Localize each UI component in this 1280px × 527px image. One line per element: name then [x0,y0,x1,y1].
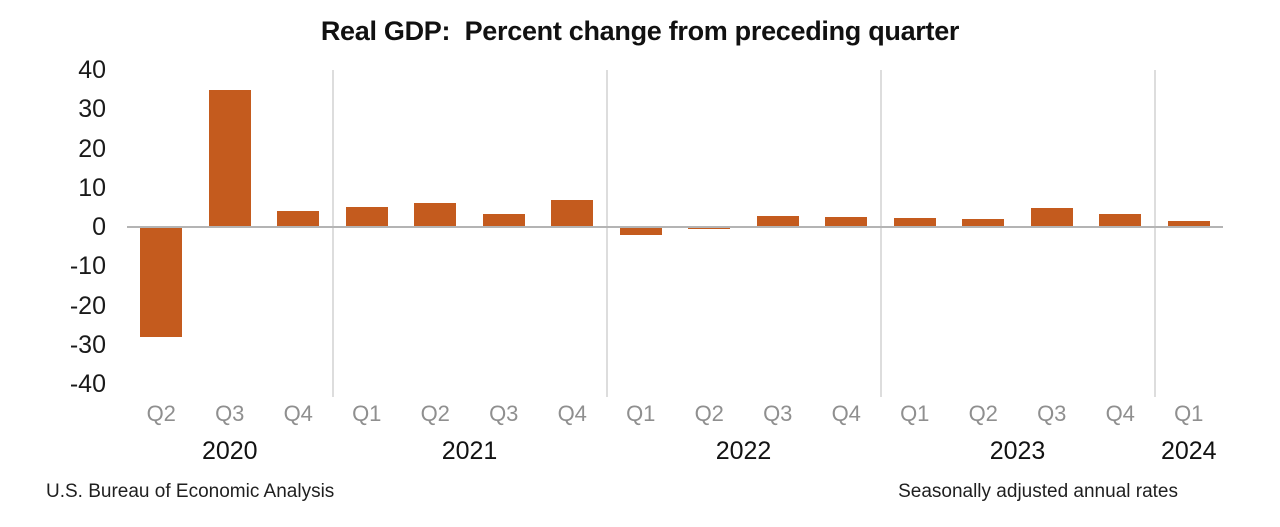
x-axis-year-label: 2020 [201,437,258,465]
bar-2024-Q1 [1167,220,1210,227]
x-axis-quarter-label: Q3 [1037,401,1067,426]
y-axis-tick-label: -40 [69,370,106,398]
chart-title: Real GDP: Percent change from preceding … [320,16,960,46]
y-axis-tick-label: -10 [69,252,106,281]
x-axis-year-label: 2023 [989,437,1046,465]
x-axis-quarter-label: Q1 [352,401,382,426]
x-axis-quarter-label: Q4 [557,401,587,426]
x-axis-quarter-label: Q1 [626,401,656,426]
x-axis-quarter-label: Q3 [763,401,793,426]
y-axis-tick-label: 10 [78,173,106,202]
y-axis-tick-label: 0 [92,213,106,241]
x-axis-quarter-label: Q3 [489,401,519,426]
x-axis-quarter-label: Q1 [900,401,930,426]
y-axis-tick-label: -30 [69,330,106,359]
bar-2023-Q1 [893,218,936,227]
bar-2022-Q1 [619,227,662,235]
year-separator-gridline [1153,70,1156,397]
bar-2021-Q3 [482,214,525,227]
bar-2021-Q1 [345,206,388,227]
year-separator-gridline [879,70,882,397]
x-axis-year-label: 2022 [715,437,772,465]
bar-2020-Q2 [140,227,183,337]
x-axis-year-label: 2021 [441,437,498,465]
bar-2022-Q2 [688,227,731,230]
bar-2023-Q3 [1030,207,1073,227]
y-axis-tick-label: 40 [78,56,106,84]
bar-2021-Q2 [414,202,457,227]
y-axis-tick-label: 30 [78,95,106,124]
x-axis-quarter-label: Q4 [1105,401,1135,426]
x-axis-quarter-label: Q2 [694,401,724,426]
x-axis-quarter-label: Q1 [1174,401,1204,426]
bar-2022-Q4 [825,216,868,227]
x-axis-quarter-label: Q3 [215,401,245,426]
footnote-note: Seasonally adjusted annual rates [898,481,1178,502]
bar-2021-Q4 [551,199,594,227]
x-axis-quarter-label: Q2 [420,401,450,426]
x-axis-quarter-label: Q2 [146,401,176,426]
bar-2023-Q2 [962,218,1005,227]
bar-2020-Q4 [277,210,320,227]
bar-2020-Q3 [208,90,251,227]
x-axis-quarter-label: Q4 [831,401,861,426]
year-separator-gridline [331,70,334,397]
x-axis-quarter-label: Q2 [968,401,998,426]
footnote-source: U.S. Bureau of Economic Analysis [46,481,335,502]
x-axis-year-label: 2024 [1160,437,1217,465]
bar-2023-Q4 [1099,213,1142,227]
bar-2022-Q3 [756,216,799,227]
y-axis-tick-label: -20 [69,291,106,320]
zero-axis-line [127,226,1223,228]
x-axis-quarter-label: Q4 [283,401,313,426]
y-axis-tick-label: 20 [78,134,106,163]
year-separator-gridline [605,70,608,397]
